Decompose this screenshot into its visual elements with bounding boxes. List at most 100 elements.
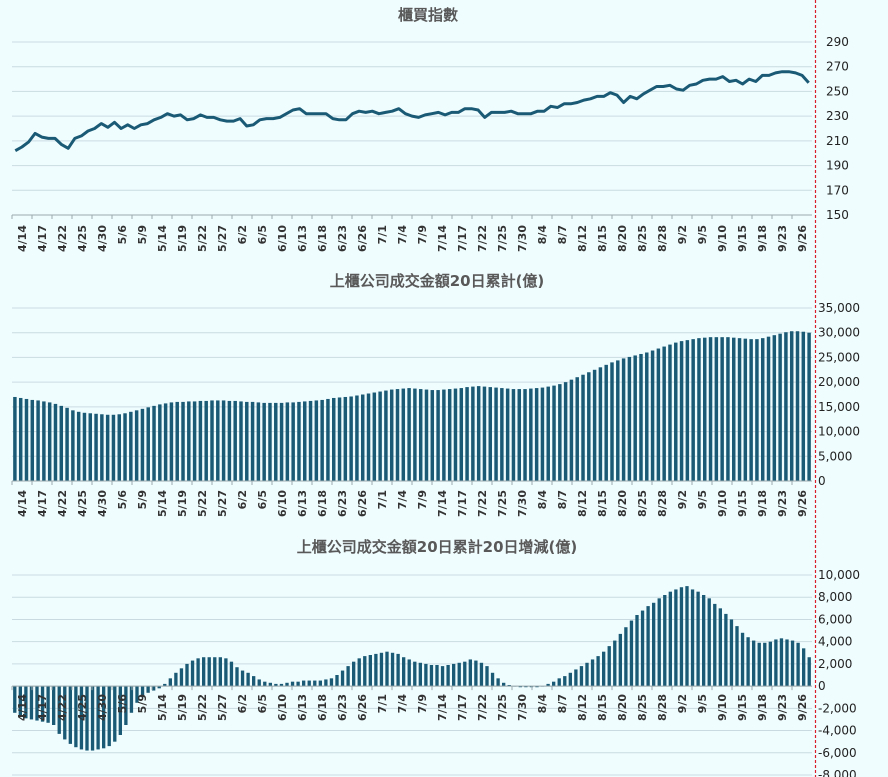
chart3-bar [479, 662, 484, 687]
chart3-bar [774, 639, 778, 687]
chart2-bar [233, 400, 237, 481]
turnover-bar-chart: 0 5,000 10,000 15,000 20,000 25,000 30,000 35,0… [11, 301, 860, 517]
chart3-ytick-label: 10,000 [818, 568, 860, 582]
chart3-xtick-label: 7/9 [416, 694, 429, 713]
chart3-bar [529, 686, 534, 688]
chart3-bar [352, 661, 356, 687]
chart2-xtick-label: 4/14 [16, 490, 29, 517]
chart3-bar [440, 666, 445, 687]
chart3-bar [318, 680, 322, 687]
chart2-xtick-label: 8/28 [656, 490, 669, 517]
chart2-bar [737, 338, 742, 481]
chart2-bar [697, 338, 701, 481]
chart2-ytick-label: 35,000 [818, 301, 860, 315]
chart2-bar [529, 388, 533, 481]
chart2-xtick-label: 6/5 [256, 490, 269, 509]
chart3-bar [452, 663, 456, 687]
chart2-bar [204, 400, 208, 481]
chart2-bar [181, 401, 185, 481]
chart2-bar [685, 340, 690, 481]
chart3-ytick-label: -8,000 [818, 768, 857, 777]
chart2-bar [488, 387, 492, 481]
chart2-bar [581, 374, 585, 481]
chart3-bar [590, 659, 595, 687]
chart3-bar [490, 672, 495, 687]
chart3-xtick-label: 7/14 [436, 694, 449, 721]
chart2-bar [303, 401, 307, 481]
chart1-xtick-label: 8/7 [556, 225, 569, 244]
chart1-xtick-label: 8/28 [656, 225, 669, 252]
chart1-xtick-label: 6/10 [276, 225, 289, 252]
chart2-bar [494, 387, 498, 481]
chart3-xtick-label: 7/22 [476, 694, 489, 721]
chart2-bar [471, 386, 475, 481]
chart3-xtick-label: 6/5 [256, 694, 269, 713]
chart2-bar [476, 386, 481, 481]
chart2-bar [523, 389, 527, 481]
chart3-bar [302, 680, 306, 687]
chart2-bar [749, 339, 753, 481]
chart2-bar [360, 394, 365, 481]
chart3-bar [446, 665, 450, 687]
chart3-ytick-label: 8,000 [818, 590, 852, 604]
chart3-xtick-label: 4/14 [16, 694, 29, 721]
chart3-bar [396, 653, 400, 687]
chart1-xtick-label: 4/14 [16, 225, 29, 252]
chart3-xtick-label: 5/6 [116, 694, 129, 714]
chart2-bar [389, 389, 394, 481]
chart1-xtick-label: 6/23 [336, 225, 349, 252]
chart3-ytick-label: -6,000 [818, 746, 857, 760]
chart2-bar [262, 402, 266, 481]
chart1-title: 櫃買指數 [398, 6, 458, 24]
chart3-bar [379, 652, 384, 687]
chart3-bar [663, 595, 667, 687]
chart1-xtick-label: 9/2 [676, 225, 689, 244]
chart2-bar [691, 339, 695, 481]
chart2-bar [239, 401, 243, 481]
chart1-xtick-label: 6/26 [356, 225, 369, 252]
chart3-bar [113, 686, 117, 742]
chart2-xtick-label: 9/5 [696, 490, 709, 509]
chart2-xtick-label: 7/25 [496, 490, 509, 517]
chart2-bar [59, 405, 64, 481]
chart3-bar [107, 686, 111, 747]
chart2-bar [163, 403, 168, 481]
chart3-bar [296, 681, 300, 687]
chart3-bar [285, 682, 289, 687]
chart3-bar [702, 595, 706, 687]
chart3-bar [24, 686, 28, 719]
chart3-bar [313, 680, 317, 687]
chart2-bar [610, 362, 614, 481]
chart2-bar [372, 392, 377, 481]
chart2-xtick-label: 8/15 [596, 490, 609, 517]
chart2-xtick-label: 7/30 [516, 490, 529, 517]
chart2-bar [320, 399, 324, 481]
chart3-bar [40, 686, 45, 722]
chart2-bar [540, 387, 545, 481]
chart3-bar [46, 686, 50, 723]
chart2-ytick-label: 15,000 [818, 400, 860, 414]
chart3-bar [174, 672, 178, 687]
chart3-bar [435, 665, 439, 687]
chart2-bar [511, 389, 516, 481]
chart3-bar [257, 679, 261, 687]
chart2-xtick-label: 9/15 [736, 490, 749, 517]
chart2-xtick-label: 6/13 [296, 490, 309, 517]
chart2-bar [146, 407, 150, 481]
chart2-xtick-label: 6/18 [316, 490, 329, 517]
chart3-bar [402, 657, 406, 687]
chart2-bar [343, 396, 348, 481]
chart3-bar [724, 613, 728, 687]
chart3-bar [57, 686, 61, 734]
chart2-bar [53, 403, 58, 481]
chart1-ytick-label: 150 [826, 208, 849, 222]
chart2-bar [442, 389, 446, 481]
chart3-bar [124, 686, 128, 725]
chart3-bar [13, 686, 17, 713]
chart2-bar [621, 358, 626, 481]
chart2-bar [604, 364, 608, 481]
chart3-bar [796, 642, 800, 687]
chart3-bar [657, 598, 661, 687]
chart3-ytick-label: 0 [818, 679, 826, 693]
chart2-xtick-label: 5/6 [116, 490, 129, 510]
